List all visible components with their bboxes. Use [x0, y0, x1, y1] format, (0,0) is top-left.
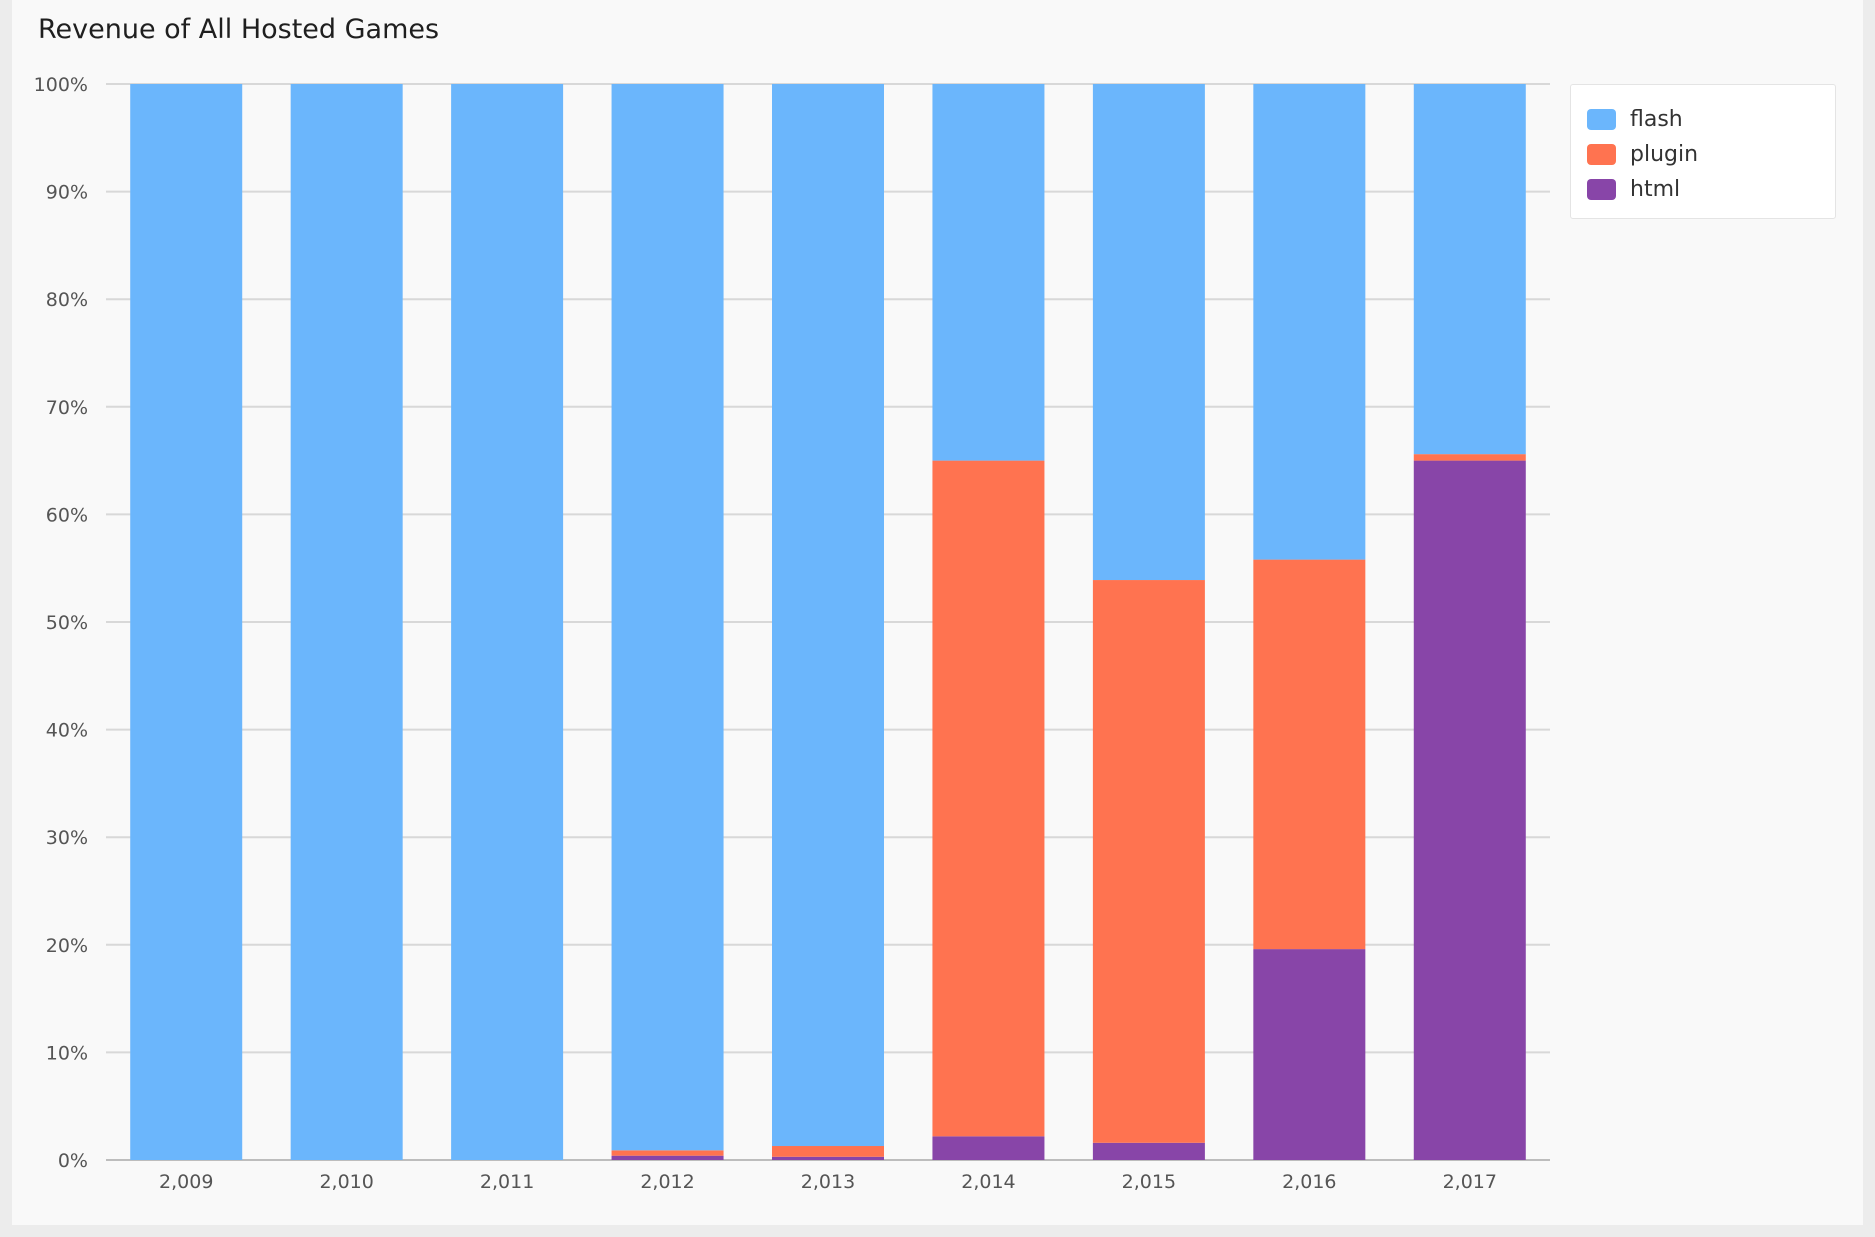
bar-plugin-2012: [611, 1150, 724, 1156]
y-tick-label: 10%: [46, 1042, 88, 1064]
bar-flash-2012: [611, 84, 724, 1151]
bar-plugin-2014: [932, 460, 1045, 1137]
legend-item-flash[interactable]: flash: [1571, 102, 1835, 137]
legend-label: html: [1630, 177, 1681, 202]
bar-flash-2011: [451, 84, 564, 1160]
x-tick-label: 2,011: [480, 1171, 534, 1193]
legend-label: flash: [1630, 107, 1683, 132]
bar-html-2015: [1092, 1142, 1205, 1160]
x-tick-label: 2,016: [1282, 1171, 1336, 1193]
y-tick-label: 40%: [46, 720, 88, 742]
y-tick-label: 20%: [46, 935, 88, 957]
chart-title: Revenue of All Hosted Games: [38, 14, 440, 45]
bar-html-2013: [772, 1156, 884, 1160]
y-tick-label: 80%: [46, 289, 88, 311]
y-tick-label: 50%: [46, 612, 88, 634]
legend: flash plugin html: [1570, 84, 1836, 219]
y-tick-label: 100%: [34, 74, 88, 96]
legend-swatch-plugin: [1587, 144, 1616, 165]
bar-flash-2014: [932, 84, 1045, 461]
bar-flash-2015: [1092, 84, 1205, 581]
bars: [130, 84, 1526, 1161]
bar-plugin-2017: [1413, 454, 1526, 461]
x-tick-label: 2,009: [159, 1171, 213, 1193]
bar-flash-2009: [130, 84, 243, 1160]
legend-item-html[interactable]: html: [1571, 172, 1835, 207]
x-tick-label: 2,010: [319, 1171, 373, 1193]
bar-plugin-2013: [772, 1146, 884, 1157]
y-tick-label: 90%: [46, 182, 88, 204]
bar-html-2012: [611, 1155, 724, 1160]
bar-html-2014: [932, 1136, 1045, 1160]
x-tick-label: 2,015: [1122, 1171, 1176, 1193]
y-tick-label: 30%: [46, 827, 88, 849]
bar-plugin-2015: [1092, 580, 1205, 1143]
y-tick-label: 70%: [46, 397, 88, 419]
bar-flash-2017: [1413, 84, 1526, 455]
legend-swatch-flash: [1587, 109, 1616, 130]
x-tick-label: 2,017: [1443, 1171, 1497, 1193]
axes: 0% 10% 20% 30% 40% 50% 60% 70% 80% 90% 100% 2,009 2,…: [34, 74, 1497, 1193]
legend-label: plugin: [1630, 142, 1699, 167]
bar-plugin-2016: [1253, 559, 1366, 950]
y-tick-label: 60%: [46, 504, 88, 526]
y-tick-label: 0%: [58, 1150, 88, 1172]
legend-item-plugin[interactable]: plugin: [1571, 137, 1835, 172]
x-tick-label: 2,012: [640, 1171, 694, 1193]
bar-flash-2016: [1253, 84, 1366, 560]
bar-flash-2010: [290, 84, 403, 1160]
x-tick-label: 2,014: [961, 1171, 1015, 1193]
x-tick-label: 2,013: [801, 1171, 855, 1193]
legend-swatch-html: [1587, 179, 1616, 200]
bar-html-2016: [1253, 949, 1366, 1160]
bar-flash-2013: [772, 84, 884, 1147]
bar-html-2017: [1413, 460, 1526, 1161]
